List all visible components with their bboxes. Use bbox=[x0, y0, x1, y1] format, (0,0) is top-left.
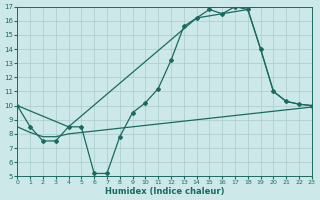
X-axis label: Humidex (Indice chaleur): Humidex (Indice chaleur) bbox=[105, 187, 224, 196]
